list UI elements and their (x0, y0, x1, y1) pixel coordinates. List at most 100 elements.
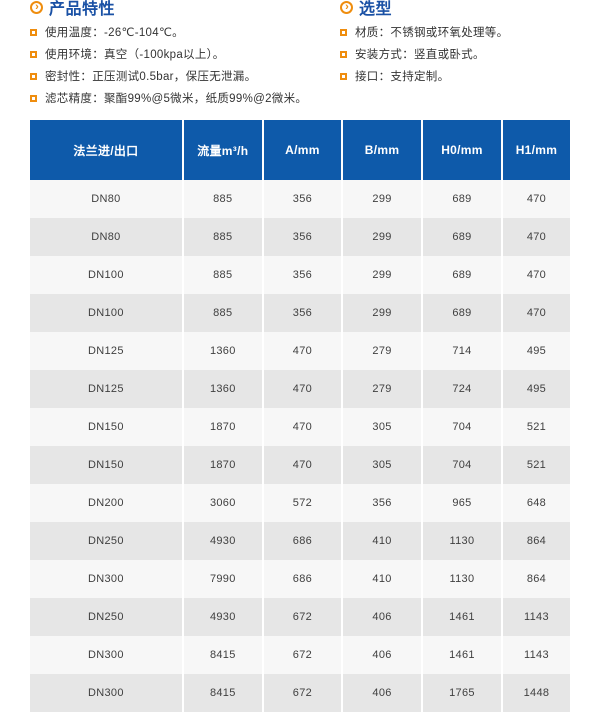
table-cell: DN150 (30, 446, 183, 484)
table-cell: DN200 (30, 484, 183, 522)
section-header: › 选型 (340, 0, 580, 18)
table-row: DN300 8415 672 406 1461 1143 (30, 636, 570, 674)
table-cell: 885 (181, 256, 263, 294)
table-cell: 356 (341, 484, 423, 522)
feature-item: 材质：不锈钢或环氧处理等。 (340, 21, 580, 43)
table-cell: 689 (421, 180, 502, 218)
section-selection: › 选型 材质：不锈钢或环氧处理等。安装方式：竖直或卧式。接口：支持定制。 (340, 0, 580, 87)
feature-item: 安装方式：竖直或卧式。 (340, 43, 580, 65)
table-row: DN125 1360 470 279 714 495 (30, 332, 570, 370)
feature-list: 材质：不锈钢或环氧处理等。安装方式：竖直或卧式。接口：支持定制。 (340, 21, 580, 87)
table-cell: DN100 (30, 294, 183, 332)
table-cell: 470 (261, 332, 343, 370)
table-row: DN250 4930 686 410 1130 864 (30, 522, 570, 560)
table-cell: DN300 (30, 560, 183, 598)
column-header: H0/mm (421, 120, 502, 180)
section-title: 选型 (359, 1, 393, 18)
feature-item: 使用温度：-26℃-104℃。 (30, 21, 330, 43)
feature-text: 使用环境：真空（-100kpa以上）。 (45, 49, 225, 61)
square-bullet-icon (340, 50, 347, 58)
table-cell: 1360 (181, 332, 263, 370)
table-cell: 648 (500, 484, 570, 522)
table-cell: 1765 (421, 674, 502, 712)
table-row: DN80 885 356 299 689 470 (30, 218, 570, 256)
square-bullet-icon (30, 72, 37, 80)
table-cell: DN300 (30, 636, 183, 674)
table-row: DN100 885 356 299 689 470 (30, 294, 570, 332)
table-cell: 1870 (181, 408, 263, 446)
table-row: DN150 1870 470 305 704 521 (30, 446, 570, 484)
column-header: B/mm (341, 120, 423, 180)
table-cell: DN100 (30, 256, 183, 294)
feature-text: 使用温度：-26℃-104℃。 (45, 27, 184, 39)
table-cell: 521 (500, 446, 570, 484)
table-cell: 279 (341, 370, 423, 408)
table-cell: 470 (500, 256, 570, 294)
table-cell: 704 (421, 408, 502, 446)
section-product-features: › 产品特性 使用温度：-26℃-104℃。使用环境：真空（-100kpa以上）… (30, 0, 330, 109)
table-cell: 495 (500, 370, 570, 408)
table-cell: 470 (500, 180, 570, 218)
table-cell: 1461 (421, 598, 502, 636)
table-row: DN250 4930 672 406 1461 1143 (30, 598, 570, 636)
table-cell: 495 (500, 332, 570, 370)
table-cell: 470 (500, 218, 570, 256)
spec-table-header: 法兰进/出口 流量m³/h A/mm B/mm H0/mm H1/mm (30, 120, 570, 180)
table-cell: 299 (341, 256, 423, 294)
table-cell: 885 (181, 218, 263, 256)
table-cell: 704 (421, 446, 502, 484)
table-cell: 406 (341, 636, 423, 674)
table-cell: 356 (261, 294, 343, 332)
header-row: 法兰进/出口 流量m³/h A/mm B/mm H0/mm H1/mm (30, 120, 570, 180)
table-cell: 3060 (181, 484, 263, 522)
table-cell: 410 (341, 522, 423, 560)
feature-text: 密封性：正压测试0.5bar，保压无泄漏。 (45, 71, 257, 83)
table-cell: 356 (261, 256, 343, 294)
table-cell: 356 (261, 218, 343, 256)
feature-item: 接口：支持定制。 (340, 65, 580, 87)
feature-text: 安装方式：竖直或卧式。 (355, 49, 485, 61)
table-cell: DN250 (30, 522, 183, 560)
column-header: H1/mm (500, 120, 570, 180)
table-cell: DN80 (30, 180, 183, 218)
table-cell: 686 (261, 522, 343, 560)
spec-table-body: DN80 885 356 299 689 470 DN80 885 356 299 689 470 DN… (30, 180, 570, 712)
section-header: › 产品特性 (30, 0, 330, 18)
table-cell: 965 (421, 484, 502, 522)
table-cell: DN125 (30, 332, 183, 370)
table-cell: 356 (261, 180, 343, 218)
feature-item: 使用环境：真空（-100kpa以上）。 (30, 43, 330, 65)
table-cell: 406 (341, 674, 423, 712)
table-row: DN200 3060 572 356 965 648 (30, 484, 570, 522)
circle-chevron-icon: › (340, 0, 353, 14)
table-cell: 470 (261, 370, 343, 408)
table-cell: 470 (261, 446, 343, 484)
table-cell: 672 (261, 636, 343, 674)
table-cell: 4930 (181, 522, 263, 560)
table-cell: 305 (341, 446, 423, 484)
circle-chevron-icon: › (30, 0, 43, 14)
table-cell: 521 (500, 408, 570, 446)
table-cell: 410 (341, 560, 423, 598)
table-cell: 470 (500, 294, 570, 332)
square-bullet-icon (340, 28, 347, 36)
table-row: DN100 885 356 299 689 470 (30, 256, 570, 294)
column-header: A/mm (261, 120, 343, 180)
table-cell: 1448 (500, 674, 570, 712)
table-cell: 305 (341, 408, 423, 446)
table-cell: 864 (500, 560, 570, 598)
table-cell: DN125 (30, 370, 183, 408)
table-cell: 299 (341, 294, 423, 332)
table-cell: 470 (261, 408, 343, 446)
table-cell: 1143 (500, 636, 570, 674)
square-bullet-icon (30, 50, 37, 58)
table-cell: 299 (341, 218, 423, 256)
spec-table: 法兰进/出口 流量m³/h A/mm B/mm H0/mm H1/mm DN80 885 35… (30, 120, 570, 712)
table-cell: 279 (341, 332, 423, 370)
table-cell: 1130 (421, 560, 502, 598)
table-cell: 1360 (181, 370, 263, 408)
top-sections: › 产品特性 使用温度：-26℃-104℃。使用环境：真空（-100kpa以上）… (0, 0, 600, 120)
table-cell: 885 (181, 180, 263, 218)
table-cell: 4930 (181, 598, 263, 636)
table-cell: 8415 (181, 674, 263, 712)
